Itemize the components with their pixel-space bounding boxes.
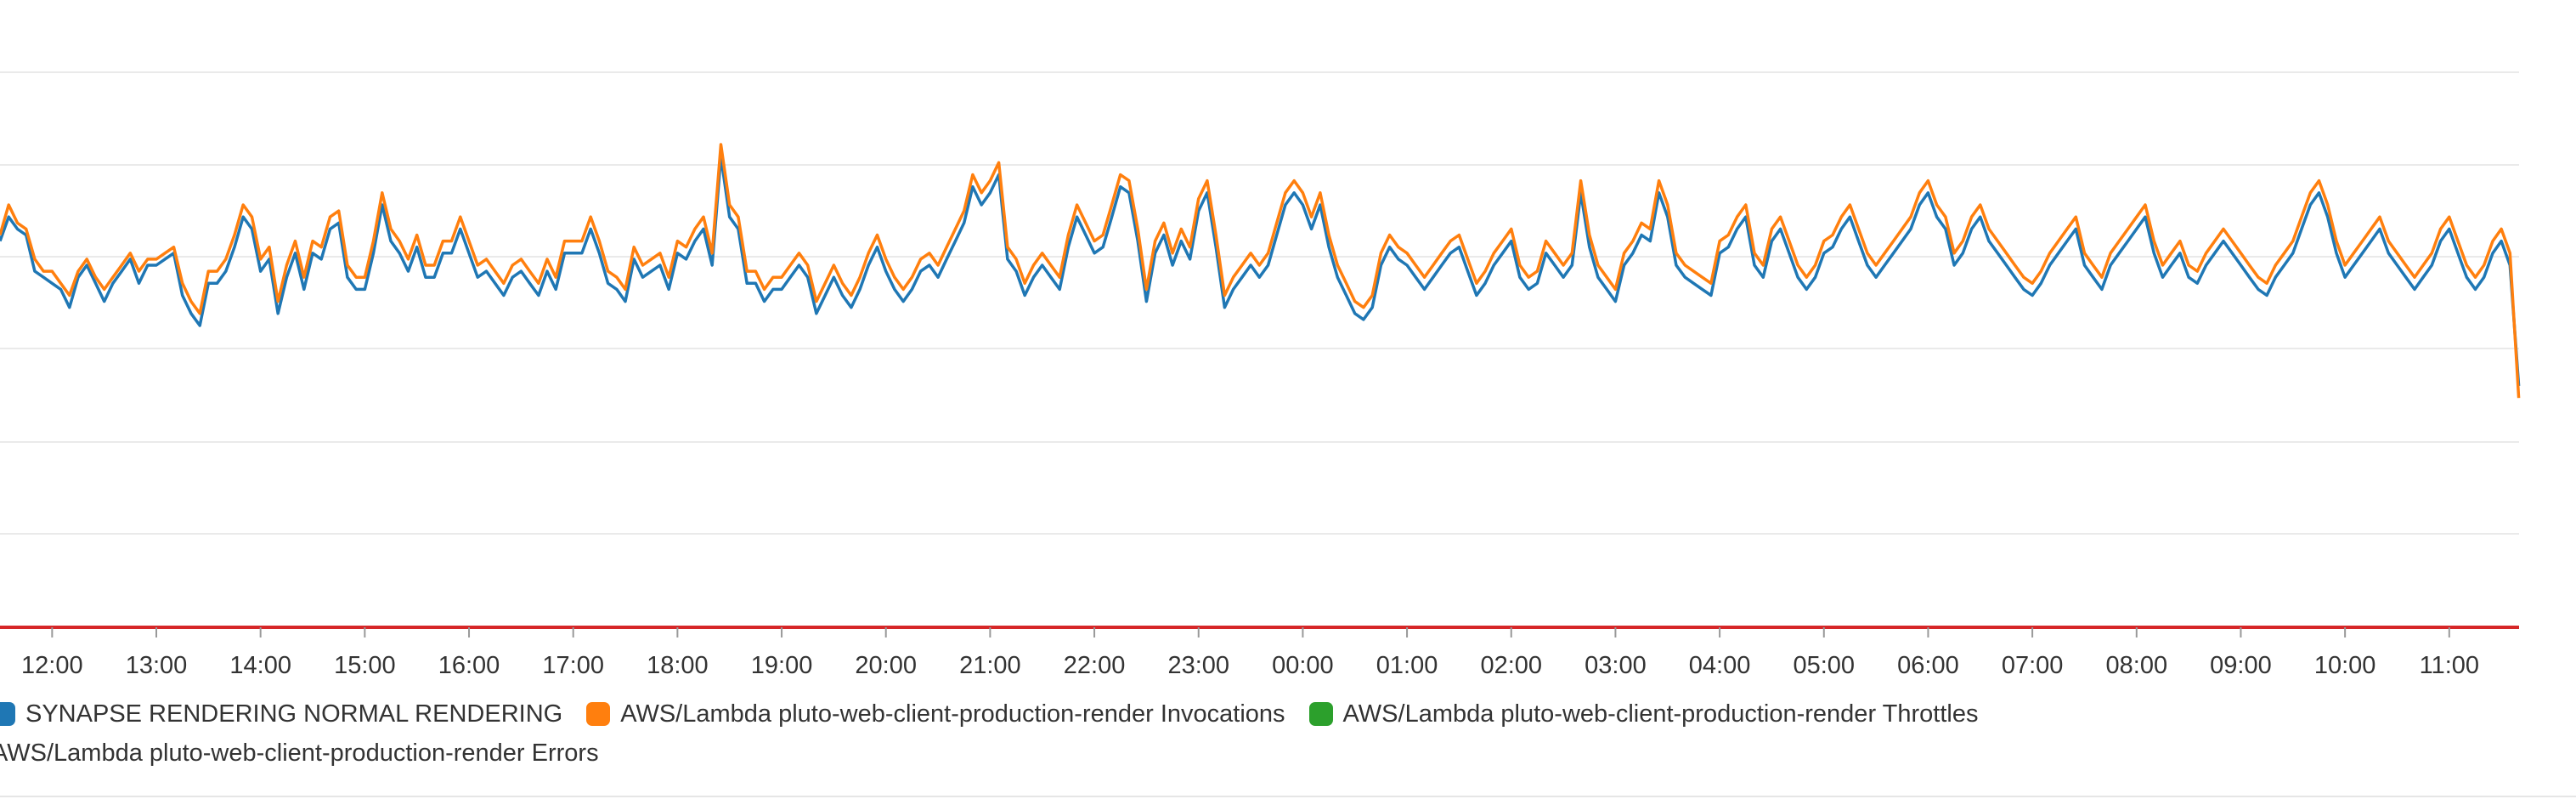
legend-item[interactable]: AWS/Lambda pluto-web-client-production-r… xyxy=(0,736,599,770)
x-tick-label: 09:00 xyxy=(2210,652,2272,679)
x-tick-label: 20:00 xyxy=(855,652,917,679)
x-tick-label: 23:00 xyxy=(1167,652,1229,679)
x-tick-label: 18:00 xyxy=(647,652,709,679)
x-tick-label: 10:00 xyxy=(2314,652,2376,679)
legend-label: SYNAPSE RENDERING NORMAL RENDERING xyxy=(25,700,563,728)
x-tick-label: 17:00 xyxy=(542,652,604,679)
x-tick-label: 06:00 xyxy=(1897,652,1959,679)
x-tick-label: 08:00 xyxy=(2106,652,2168,679)
series-lines xyxy=(0,143,2521,629)
legend-label: AWS/Lambda pluto-web-client-production-r… xyxy=(1342,700,1979,728)
x-tick-label: 16:00 xyxy=(438,652,500,679)
x-tick-label: 01:00 xyxy=(1376,652,1438,679)
x-tick-label: 21:00 xyxy=(959,652,1021,679)
legend-row-1: SYNAPSE RENDERING NORMAL RENDERING AWS/La… xyxy=(0,697,2002,731)
legend-item[interactable]: AWS/Lambda pluto-web-client-production-r… xyxy=(1308,697,1979,731)
x-tick-label: 04:00 xyxy=(1689,652,1751,679)
legend-swatch xyxy=(0,702,15,726)
x-tick-label: 15:00 xyxy=(334,652,396,679)
x-tick-label: 03:00 xyxy=(1585,652,1647,679)
x-tick-label: 11:00 xyxy=(2420,652,2479,679)
x-tick-label: 00:00 xyxy=(1272,652,1334,679)
legend-row-2: AWS/Lambda pluto-web-client-production-r… xyxy=(0,736,623,770)
x-tick-label: 13:00 xyxy=(126,652,188,679)
x-tick-label: 12:00 xyxy=(21,652,83,679)
legend-swatch xyxy=(1308,702,1333,726)
legend-label: AWS/Lambda pluto-web-client-production-r… xyxy=(0,740,599,767)
x-axis-ticks: 12:00 13:00 14:00 15:00 16:00 17:00 18:00 19:00… xyxy=(21,627,2479,679)
legend-swatch xyxy=(586,702,611,726)
series-line-1 xyxy=(0,155,2521,387)
x-tick-label: 14:00 xyxy=(229,652,291,679)
gridlines xyxy=(0,71,2519,535)
bottom-divider xyxy=(0,796,2576,797)
x-tick-label: 07:00 xyxy=(2002,652,2064,679)
legend-item[interactable]: AWS/Lambda pluto-web-client-production-r… xyxy=(586,697,1285,731)
x-tick-label: 19:00 xyxy=(751,652,813,679)
x-tick-label: 22:00 xyxy=(1064,652,1126,679)
x-tick-label: 02:00 xyxy=(1480,652,1542,679)
x-tick-label: 05:00 xyxy=(1793,652,1855,679)
legend-label: AWS/Lambda pluto-web-client-production-r… xyxy=(620,700,1285,728)
series-line-2 xyxy=(0,143,2521,399)
legend-item[interactable]: SYNAPSE RENDERING NORMAL RENDERING xyxy=(0,697,562,731)
